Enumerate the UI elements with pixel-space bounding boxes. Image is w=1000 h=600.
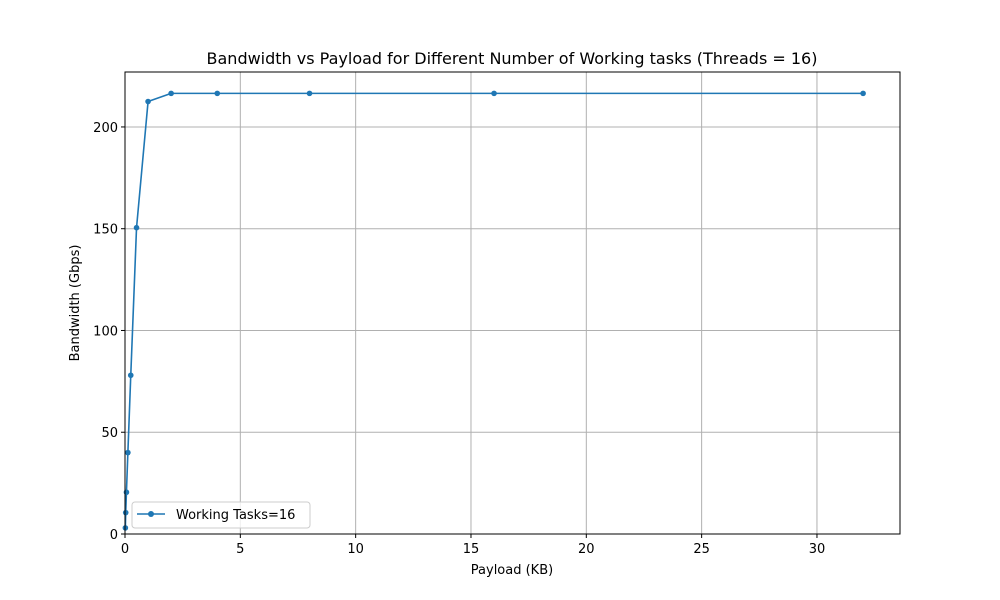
data-point <box>214 90 221 97</box>
x-tick-label: 30 <box>809 542 826 557</box>
y-axis-label: Bandwidth (Gbps) <box>68 245 83 362</box>
data-point <box>133 224 140 231</box>
y-tick-label: 100 <box>93 324 118 339</box>
y-tick-label: 0 <box>110 528 118 543</box>
y-tick-label: 200 <box>93 121 118 136</box>
legend-box <box>131 501 311 529</box>
series-layer <box>122 90 866 531</box>
x-tick-label: 15 <box>463 542 480 557</box>
ticks: 0 5 10 15 20 25 30 0 50 100 150 200 <box>93 121 825 557</box>
data-point <box>123 489 130 496</box>
legend-marker <box>148 511 154 517</box>
x-axis-label: Payload (KB) <box>471 563 553 578</box>
x-tick-label: 25 <box>693 542 710 557</box>
data-point <box>125 449 131 456</box>
data-point <box>168 90 174 97</box>
grid <box>124 72 900 535</box>
x-tick-label: 5 <box>236 542 244 557</box>
series-line <box>124 92 864 528</box>
data-point <box>145 98 151 105</box>
chart-title: Bandwidth vs Payload for Different Numbe… <box>207 49 818 68</box>
legend: Working Tasks=16 <box>131 501 311 529</box>
plot-frame <box>124 71 901 535</box>
data-point <box>491 90 497 97</box>
x-tick-label: 0 <box>121 542 129 557</box>
y-tick-label: 150 <box>93 223 118 238</box>
data-point <box>860 90 866 97</box>
data-point <box>122 509 129 516</box>
data-point <box>127 372 134 379</box>
y-tick-label: 50 <box>101 426 118 441</box>
legend-label: Working Tasks=16 <box>176 508 295 523</box>
data-point <box>306 90 313 97</box>
x-tick-label: 10 <box>347 542 364 557</box>
x-tick-label: 20 <box>578 542 595 557</box>
